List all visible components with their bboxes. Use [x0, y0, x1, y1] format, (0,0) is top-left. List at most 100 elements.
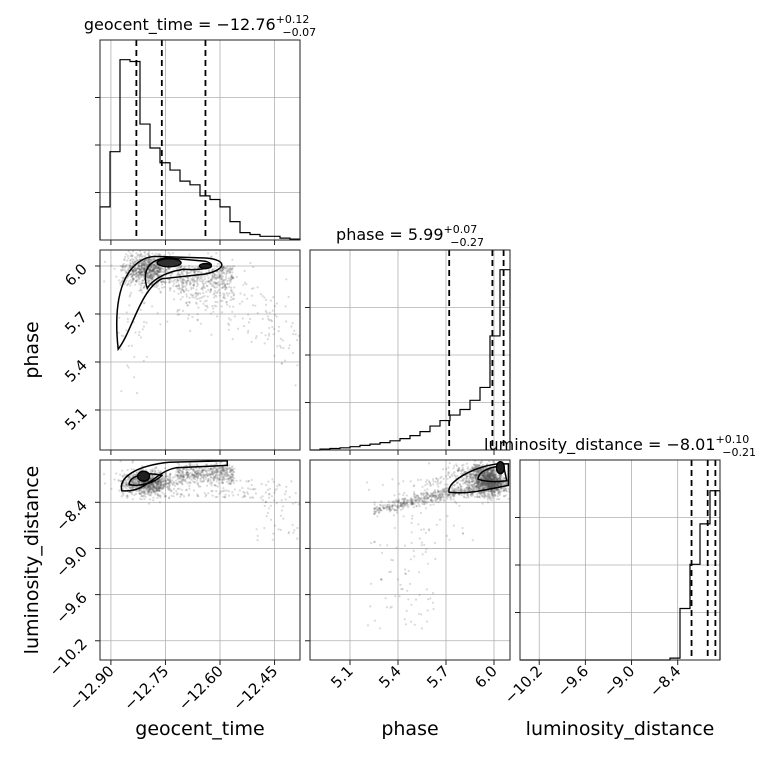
sample-point	[181, 295, 184, 299]
sample-point	[124, 281, 127, 284]
sample-point	[226, 303, 229, 306]
sample-point	[130, 481, 133, 484]
sample-point	[192, 468, 195, 472]
sample-point	[254, 492, 257, 495]
sample-point	[197, 292, 200, 296]
sample-point	[191, 278, 194, 281]
sample-point	[165, 475, 168, 478]
sample-point	[432, 495, 435, 498]
sample-point	[147, 276, 150, 279]
sample-point	[250, 340, 253, 343]
sample-point	[424, 484, 427, 487]
sample-point	[132, 262, 135, 265]
sample-point	[140, 265, 143, 269]
sample-point	[233, 265, 236, 268]
sample-point	[155, 489, 158, 492]
sample-point	[142, 263, 145, 266]
sample-point	[143, 269, 146, 272]
sample-point	[134, 269, 137, 272]
sample-point	[184, 285, 187, 288]
sample-point	[203, 492, 206, 495]
sample-point	[241, 486, 244, 490]
sample-point	[188, 283, 192, 286]
sample-point	[149, 478, 152, 481]
sample-point	[223, 293, 226, 296]
sample-point	[230, 275, 233, 278]
sample-point	[141, 279, 144, 283]
sample-point	[193, 271, 196, 274]
sample-point	[189, 482, 192, 485]
sample-point	[136, 264, 139, 267]
sample-point	[192, 284, 195, 288]
sample-point	[161, 267, 164, 270]
sample-point	[142, 273, 145, 277]
sample-point	[149, 257, 152, 260]
sample-point	[502, 489, 505, 492]
sample-point	[230, 466, 233, 469]
sample-point	[211, 477, 214, 480]
sample-point	[466, 486, 469, 489]
sample-point	[150, 274, 153, 277]
sample-point	[175, 482, 178, 485]
sample-point	[128, 304, 131, 307]
sample-point	[144, 267, 147, 270]
sample-point	[226, 471, 229, 474]
sample-point	[407, 569, 410, 573]
sample-point	[442, 498, 445, 501]
sample-point	[148, 276, 151, 279]
sample-point	[188, 473, 191, 476]
sample-point	[471, 480, 474, 483]
sample-point	[196, 318, 199, 321]
sample-point	[180, 291, 183, 294]
sample-point	[122, 265, 125, 268]
sample-point	[156, 270, 159, 273]
sample-point	[264, 483, 268, 486]
sample-point	[140, 498, 143, 501]
sample-point	[260, 331, 263, 334]
sample-point	[220, 277, 223, 280]
sample-point	[207, 280, 210, 283]
sample-point	[201, 296, 204, 299]
sample-point	[225, 272, 228, 275]
sample-point	[140, 263, 143, 266]
sample-point	[136, 254, 139, 257]
sample-point	[213, 484, 216, 487]
sample-point	[186, 279, 189, 282]
sample-point	[279, 337, 282, 340]
sample-point	[126, 496, 129, 499]
sample-point	[440, 480, 443, 483]
sample-point	[173, 481, 176, 484]
sample-point	[294, 501, 297, 504]
sample-point	[231, 338, 234, 341]
sample-point	[221, 267, 224, 270]
sample-point	[386, 544, 389, 547]
sample-point	[130, 272, 133, 275]
sample-point	[152, 268, 155, 272]
sample-point	[146, 281, 149, 284]
sample-point	[396, 578, 399, 581]
sample-point	[229, 267, 232, 270]
sample-point	[129, 252, 132, 255]
sample-point	[195, 288, 198, 291]
sample-point	[139, 253, 142, 256]
sample-point	[125, 263, 128, 266]
sample-point	[222, 267, 225, 270]
sample-point	[437, 485, 440, 488]
sample-point	[201, 469, 204, 472]
sample-point	[232, 494, 235, 497]
sample-point	[488, 495, 491, 498]
sample-point	[192, 277, 195, 280]
sample-point	[187, 276, 190, 279]
sample-point	[125, 479, 128, 482]
sample-point	[144, 486, 147, 489]
sample-point	[127, 280, 130, 283]
sample-point	[158, 267, 161, 271]
sample-point	[156, 270, 160, 273]
sample-point	[140, 261, 143, 264]
sample-point	[193, 280, 196, 283]
sample-point	[212, 469, 215, 472]
sample-point	[197, 275, 200, 278]
sample-point	[263, 296, 266, 299]
sample-point	[238, 302, 241, 305]
sample-point	[447, 494, 450, 497]
